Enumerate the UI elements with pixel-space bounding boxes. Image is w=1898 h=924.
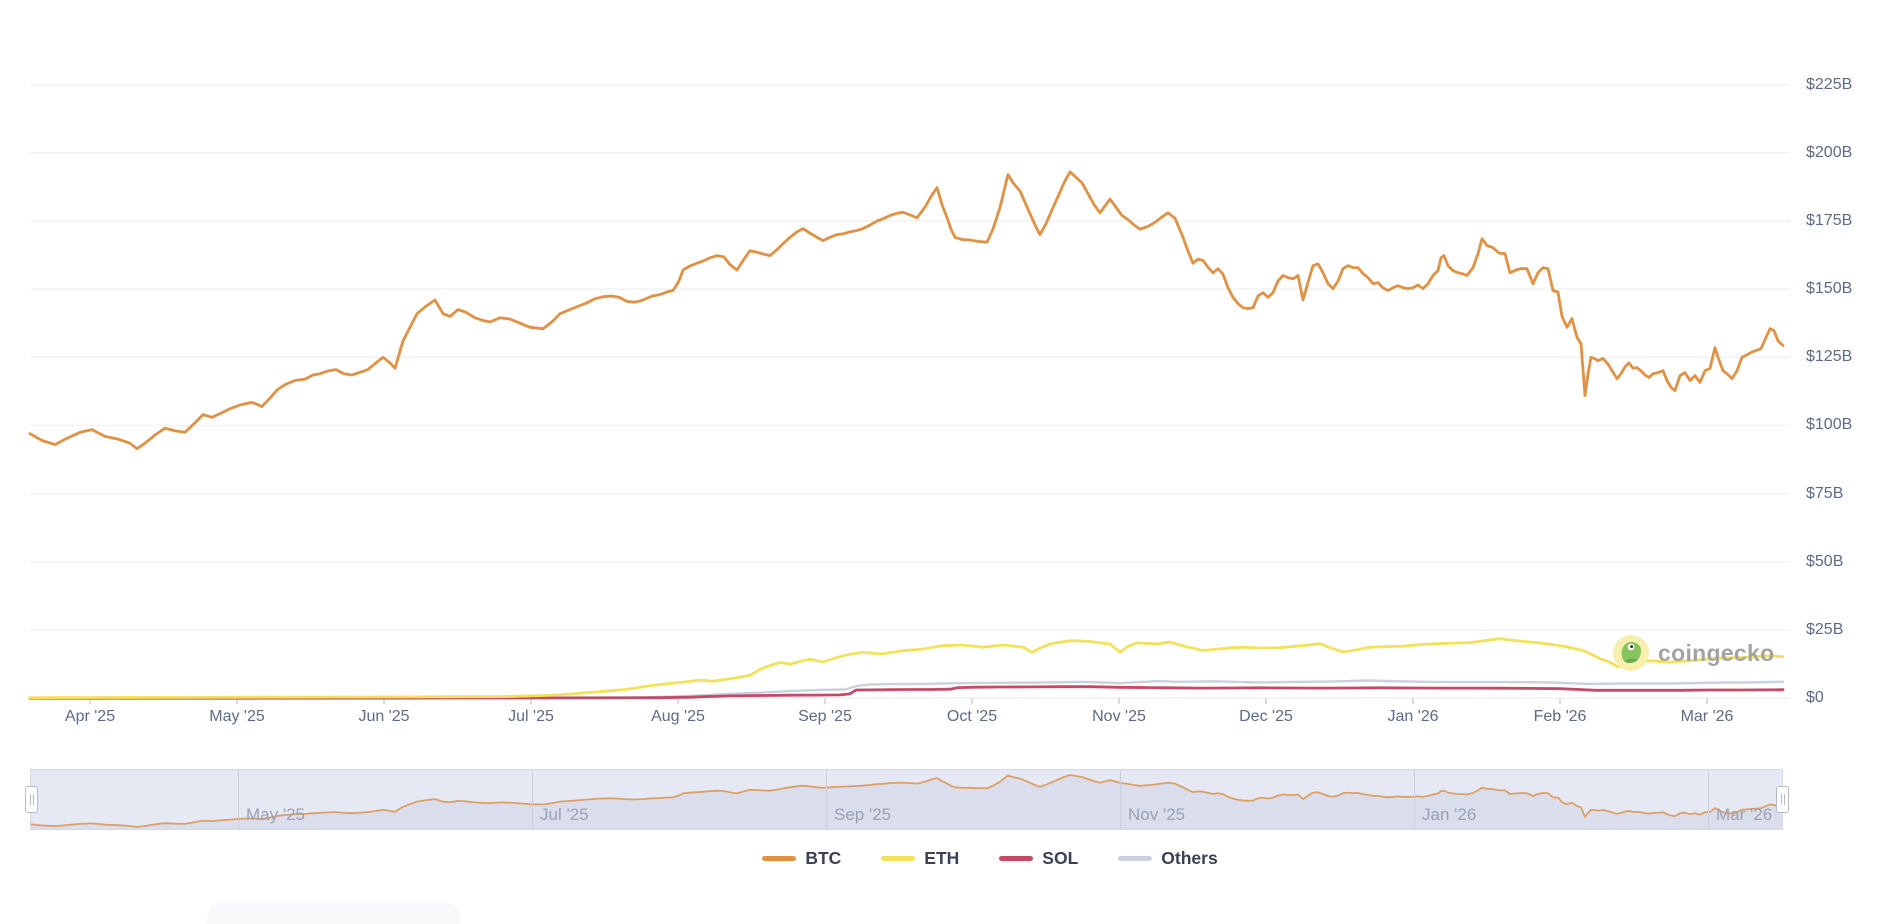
- navigator-left-handle[interactable]: [25, 786, 38, 813]
- x-axis-label: Sep '25: [798, 708, 852, 725]
- legend-label: SOL: [1042, 848, 1079, 868]
- x-axis-label: May '25: [209, 708, 265, 725]
- y-axis-label: $50B: [1806, 552, 1844, 570]
- range-navigator[interactable]: May '25 Jul '25 Sep '25 Nov '25 Jan '26 Mar '…: [30, 769, 1783, 830]
- main-chart-plot[interactable]: [0, 0, 1898, 760]
- x-axis-label: Oct '25: [946, 708, 998, 725]
- series-line-btc[interactable]: [28, 170, 1785, 451]
- x-axis-label: Nov '25: [1092, 708, 1146, 725]
- legend-swatch-icon: [999, 856, 1034, 861]
- x-axis-label: Dec '25: [1239, 708, 1293, 725]
- legend-item-eth[interactable]: ETH: [881, 848, 959, 869]
- y-axis-label: $225B: [1806, 75, 1853, 93]
- legend-item-sol[interactable]: SOL: [999, 848, 1078, 869]
- x-axis-label: Apr '25: [64, 708, 116, 725]
- navigator-gridline: [238, 770, 239, 829]
- legend-swatch-icon: [881, 856, 916, 861]
- x-axis-label: Jun '25: [358, 708, 410, 725]
- navigator-gridline: [1708, 770, 1709, 829]
- series-line-sol[interactable]: [28, 685, 1785, 700]
- legend-item-others[interactable]: Others: [1118, 848, 1218, 869]
- series-line-eth[interactable]: [28, 637, 1785, 700]
- navigator-label: Jan '26: [1422, 805, 1477, 824]
- legend-swatch-icon: [762, 856, 797, 861]
- y-axis-label: $125B: [1806, 348, 1853, 366]
- y-axis-label: $200B: [1806, 143, 1853, 161]
- navigator-gridline: [1120, 770, 1121, 829]
- y-axis-label: $75B: [1806, 484, 1844, 502]
- x-axis-label: Aug '25: [651, 708, 705, 725]
- tooltip-stub: [207, 903, 460, 924]
- legend-label: BTC: [805, 848, 842, 868]
- legend-label: Others: [1161, 848, 1218, 868]
- navigator-gridline: [1414, 770, 1415, 829]
- chart-legend: BTC ETH SOL Others: [0, 848, 1898, 869]
- navigator-label: Sep '25: [834, 805, 892, 824]
- navigator-gridline: [532, 770, 533, 829]
- y-axis-label: $100B: [1806, 416, 1853, 434]
- x-axis-label: Jul '25: [508, 708, 554, 725]
- navigator-gridline: [826, 770, 827, 829]
- y-axis-label: $25B: [1806, 621, 1844, 639]
- legend-item-btc[interactable]: BTC: [762, 848, 841, 869]
- legend-swatch-icon: [1118, 856, 1153, 861]
- x-axis-label: Mar '26: [1680, 708, 1734, 725]
- navigator-label: Mar '26: [1716, 805, 1773, 824]
- y-axis-label: $175B: [1806, 211, 1853, 229]
- navigator-label: May '25: [246, 805, 305, 824]
- navigator-label: Jul '25: [540, 805, 589, 824]
- y-axis-label: $150B: [1806, 280, 1853, 298]
- series-line-others[interactable]: [28, 679, 1785, 700]
- x-axis-label: Feb '26: [1533, 708, 1587, 725]
- navigator-label: Nov '25: [1128, 805, 1186, 824]
- navigator-right-handle[interactable]: [1776, 786, 1789, 813]
- x-axis-label: Jan '26: [1387, 708, 1439, 725]
- y-axis-label: $0: [1806, 689, 1824, 707]
- legend-label: ETH: [924, 848, 960, 868]
- navigator-mini-chart: [31, 774, 1782, 829]
